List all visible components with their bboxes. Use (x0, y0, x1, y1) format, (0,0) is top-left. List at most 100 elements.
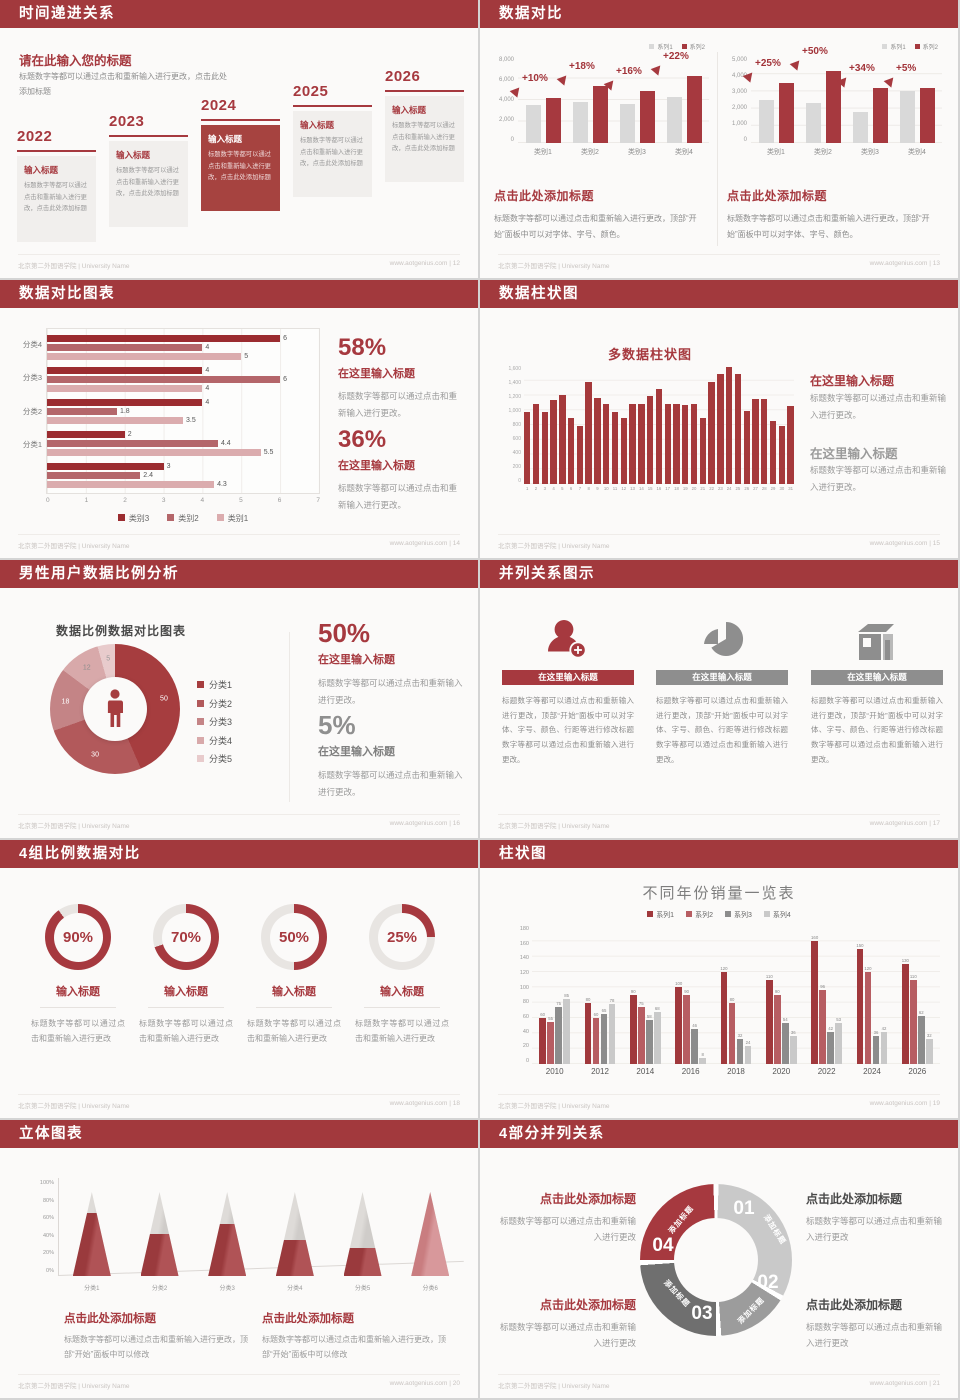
value-label: 4.3 (217, 480, 227, 488)
x-label: 分类4 (287, 1286, 303, 1292)
bar (47, 407, 117, 415)
ring-value: 90% (53, 912, 103, 962)
legend-label: 系列3 (734, 912, 752, 919)
bar-wrap: 90 (774, 926, 781, 1064)
x-label: 14 (638, 486, 644, 491)
bar-group: 4 6 4 (47, 363, 319, 395)
plot-area: +10% +18% +16% +22% (509, 51, 709, 143)
ring-value: 25% (377, 912, 427, 962)
bar-series2 (872, 87, 888, 143)
value-label: 5 (244, 352, 249, 360)
slide-header: 柱状图 (480, 840, 958, 868)
bar (638, 1006, 645, 1064)
chart-title: 数据比例数据对比图表 (56, 624, 187, 638)
bar-group: +50% (789, 46, 845, 143)
circle-center (674, 1218, 758, 1302)
tick-label: 8,000 (498, 57, 514, 63)
gauge-title: 输入标题 (272, 986, 316, 998)
stat-percent: 36% (338, 426, 387, 453)
donut-legend: 分类1 分类2 分类3 分类4 分类5 (197, 678, 232, 765)
plot-area: 6 4 5 4 6 4 4 1.8 3.5 2 4.4 5.5 3 2.4 4.3 (46, 328, 320, 494)
cone-fill (343, 1248, 382, 1276)
growth-text: +18% (569, 61, 595, 73)
bar-wrap: 32 (736, 926, 744, 1064)
growth-text: +16% (616, 66, 642, 78)
slide-footer: 北京第二外国语学院 | University Name www.aotgeniu… (18, 814, 460, 830)
timeline-item-2022: 2022 输入标题 标题数字等都可以通过点击和重新输入进行更改，点击此处添加标题 (17, 128, 96, 242)
column-icon-box (656, 608, 788, 670)
footer-left: 北京第二外国语学院 | University Name (498, 823, 610, 830)
footer-right: www.aotgenius.com13 (870, 260, 940, 270)
legend-label: 系列1 (657, 45, 673, 51)
bar (708, 381, 715, 484)
tick-label: 7 (316, 497, 320, 504)
tick-label: 160 (519, 940, 529, 947)
legend-swatch (681, 44, 687, 49)
value-label: 46 (692, 1022, 698, 1028)
bar (541, 411, 548, 484)
bar (856, 949, 864, 1064)
tick-label: 80 (522, 999, 529, 1006)
tick-label: 2,000 (731, 105, 747, 111)
caption-block-2: 点击此处添加标题 标题数字等都可以通过点击和重新输入进行更改，顶部“开始”面板中… (262, 1310, 462, 1362)
panel-title: 点击此处添加标题 (727, 189, 828, 203)
growth-label: +5% (883, 63, 916, 88)
year-underline (293, 105, 372, 107)
x-label: 2020 (772, 1067, 791, 1076)
bar (761, 399, 768, 484)
gauge-title: 输入标题 (164, 986, 208, 998)
x-label: 分类2 (151, 1286, 168, 1292)
legend-label: 分类4 (209, 735, 233, 746)
slide-cone-chart: 立体图表 100% 80% 60% 40% 20% 0% 分类1 分类2 分类3 分类4 分类5 分… (0, 1120, 478, 1398)
x-label: 3 (543, 486, 546, 491)
bar (567, 418, 575, 484)
side-title-1: 在这里输入标题 (810, 374, 895, 388)
bar-wrap: 80 (728, 926, 736, 1064)
legend-item: 类别2 (167, 513, 199, 524)
bar (675, 987, 682, 1064)
legend-swatch (216, 514, 224, 521)
value-label: 62 (918, 1010, 924, 1016)
box-body: 标题数字等都可以通过点击和重新输入进行更改，点击此处添加标题 (116, 167, 179, 198)
bar-group: +5% (883, 57, 939, 143)
x-label: 2024 (863, 1067, 881, 1076)
tick-label: 2,000 (498, 117, 514, 123)
bar-group: +18% (556, 57, 612, 143)
bar-wrap: 46 (691, 926, 698, 1064)
cone-fill (72, 1213, 111, 1276)
value-label: 4.4 (220, 439, 231, 447)
x-label: 13 (630, 486, 635, 491)
box-title: 输入标题 (116, 150, 151, 160)
tick-label: 5 (239, 497, 243, 504)
legend-item: 分类2 (197, 697, 232, 710)
bar (47, 398, 203, 406)
legend-item: 系列2 (681, 42, 705, 51)
value-label: 96 (820, 984, 826, 990)
chart-body: 8,000 6,000 4,000 2,000 0 +10% +18% +16% +22% (494, 51, 709, 143)
x-label: 10 (603, 486, 609, 491)
x-label: 15 (647, 486, 653, 491)
bar-wrap: 55 (547, 926, 554, 1064)
panel-title: 点击此处添加标题 (494, 189, 595, 203)
slide-footer: 北京第二外国语学院 | University Name www.aotgeniu… (498, 534, 940, 550)
bar-row: 2.4 (47, 471, 319, 480)
cone-chart: 100% 80% 60% 40% 20% 0% 分类1 分类2 分类3 分类4 分类5 分类6 (28, 1172, 464, 1292)
bar-group: +16% (603, 57, 659, 143)
cone-cell (261, 1190, 329, 1276)
corner-title: 点击此处添加标题 (806, 1298, 903, 1312)
bar-group: 2 4.4 5.5 (47, 427, 319, 459)
x-axis-labels: 类别1 类别2 类别3 类别4 (751, 147, 942, 157)
bar-group: 120 80 32 24 (713, 926, 758, 1064)
value-label: 6 (283, 334, 288, 342)
tick-label: 100% (39, 1180, 54, 1186)
male-person-icon (107, 689, 123, 727)
y-axis-ticks: 5,000 4,000 3,000 2,000 1,000 0 (727, 57, 751, 143)
gauge-body: 标题数字等都可以通过点击和重新输入进行更改 (139, 1019, 233, 1044)
column-icon-box (502, 608, 634, 670)
bar-group: +10% (509, 57, 565, 143)
growth-text: +10% (522, 72, 548, 84)
timeline-box: 输入标题 标题数字等都可以通过点击和重新输入进行更改，点击此处添加标题 (385, 96, 464, 182)
bar (902, 964, 909, 1064)
box-title: 输入标题 (300, 120, 335, 130)
bar-wrap: 110 (766, 926, 773, 1064)
